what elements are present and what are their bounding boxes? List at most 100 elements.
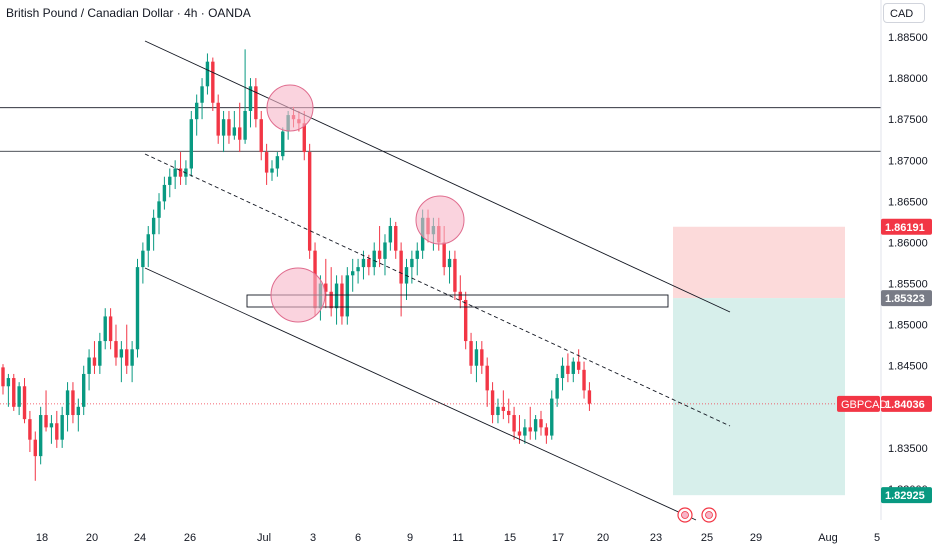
- candle: [496, 398, 500, 424]
- candle: [566, 353, 570, 383]
- highlight-circle-3[interactable]: [415, 195, 465, 245]
- candle-body: [453, 258, 457, 292]
- candle-body: [60, 415, 64, 440]
- candle: [507, 398, 511, 424]
- candle-body: [566, 365, 570, 374]
- candle-body: [49, 423, 54, 428]
- candle-body: [340, 283, 344, 317]
- candle-body: [17, 386, 21, 407]
- candle: [324, 258, 328, 309]
- risk-zone[interactable]: [673, 226, 845, 299]
- candle: [281, 127, 285, 161]
- candle: [92, 341, 97, 374]
- candle: [307, 143, 312, 259]
- candle-body: [243, 110, 247, 140]
- candle: [211, 57, 215, 111]
- candle: [544, 423, 549, 444]
- candle-body: [82, 373, 86, 407]
- candle-body: [141, 250, 145, 268]
- candle: [135, 258, 140, 358]
- candle: [415, 242, 419, 276]
- support-box[interactable]: [246, 294, 669, 308]
- candle: [533, 415, 538, 440]
- symbol-tag: GBPCAD: [841, 399, 888, 411]
- candle-body: [135, 267, 140, 350]
- candle: [238, 102, 242, 153]
- candle: [485, 357, 489, 407]
- candle: [345, 267, 350, 325]
- candle-body: [114, 341, 118, 358]
- y-tick-label: 1.86500: [888, 196, 928, 208]
- candle: [1, 364, 5, 395]
- x-tick-label: 17: [552, 532, 564, 544]
- candle: [394, 221, 398, 259]
- candle: [264, 143, 269, 185]
- channel-lower-line[interactable]: [144, 267, 697, 521]
- candle: [474, 341, 479, 383]
- candle-body: [71, 390, 75, 416]
- candle-body: [490, 390, 495, 416]
- candle-body: [227, 119, 231, 136]
- candle: [125, 324, 129, 374]
- candle-body: [28, 419, 32, 440]
- candle: [453, 250, 457, 300]
- candle: [469, 332, 473, 374]
- candle-body: [157, 201, 161, 218]
- candle-body: [125, 349, 129, 366]
- y-tick-label: 1.86000: [888, 237, 928, 249]
- channel-middle-line[interactable]: [144, 153, 731, 427]
- candle-body: [76, 406, 81, 416]
- candle-body: [555, 378, 559, 399]
- candle: [480, 341, 484, 374]
- candle-body: [264, 152, 269, 173]
- take-profit-price-tag: 1.82925: [885, 490, 925, 502]
- candle: [463, 291, 468, 350]
- x-tick-label: 3: [310, 532, 316, 544]
- y-tick-label: 1.87500: [888, 114, 928, 126]
- stop-loss-price-tag: 1.86191: [885, 222, 925, 234]
- candle-body: [211, 61, 215, 103]
- candle: [232, 110, 237, 140]
- highlight-circle-1[interactable]: [266, 84, 314, 132]
- x-tick-label: Aug: [818, 532, 838, 544]
- candle-body: [1, 367, 5, 387]
- candle: [168, 168, 172, 198]
- candle-body: [98, 341, 102, 366]
- candle: [383, 234, 387, 276]
- candle: [377, 226, 382, 268]
- candle-body: [415, 250, 419, 259]
- candle-body: [55, 423, 59, 440]
- candle-body: [119, 349, 124, 358]
- stop-loss-price-tag-bg: [881, 218, 932, 235]
- y-tick-label: 1.87000: [888, 155, 928, 167]
- candle: [351, 258, 355, 292]
- candle: [539, 410, 543, 436]
- x-tick-label: Jul: [257, 532, 271, 544]
- candle: [65, 382, 70, 432]
- highlight-circle-2[interactable]: [270, 267, 326, 323]
- candle-body: [485, 365, 489, 391]
- take-profit-price-tag-bg: [881, 487, 932, 504]
- x-tick-label: 20: [597, 532, 609, 544]
- candle-body: [146, 234, 150, 251]
- candle: [388, 217, 393, 251]
- candle-body: [168, 176, 172, 185]
- candle-body: [329, 291, 333, 309]
- reward-zone[interactable]: [673, 298, 845, 496]
- candle: [248, 78, 253, 128]
- candle: [576, 349, 581, 374]
- candle-body: [523, 427, 527, 436]
- candle: [194, 94, 199, 136]
- candle-body: [356, 267, 360, 272]
- currency-button[interactable]: CAD: [883, 3, 925, 23]
- candle: [141, 242, 145, 284]
- channel-upper-line[interactable]: [144, 40, 731, 313]
- candle-body: [178, 168, 183, 177]
- candle-body: [173, 168, 177, 177]
- entry-price-tag: 1.85323: [885, 293, 925, 305]
- candle: [146, 226, 150, 268]
- candle-body: [238, 127, 242, 140]
- candle-body: [103, 316, 107, 342]
- candle: [259, 110, 263, 161]
